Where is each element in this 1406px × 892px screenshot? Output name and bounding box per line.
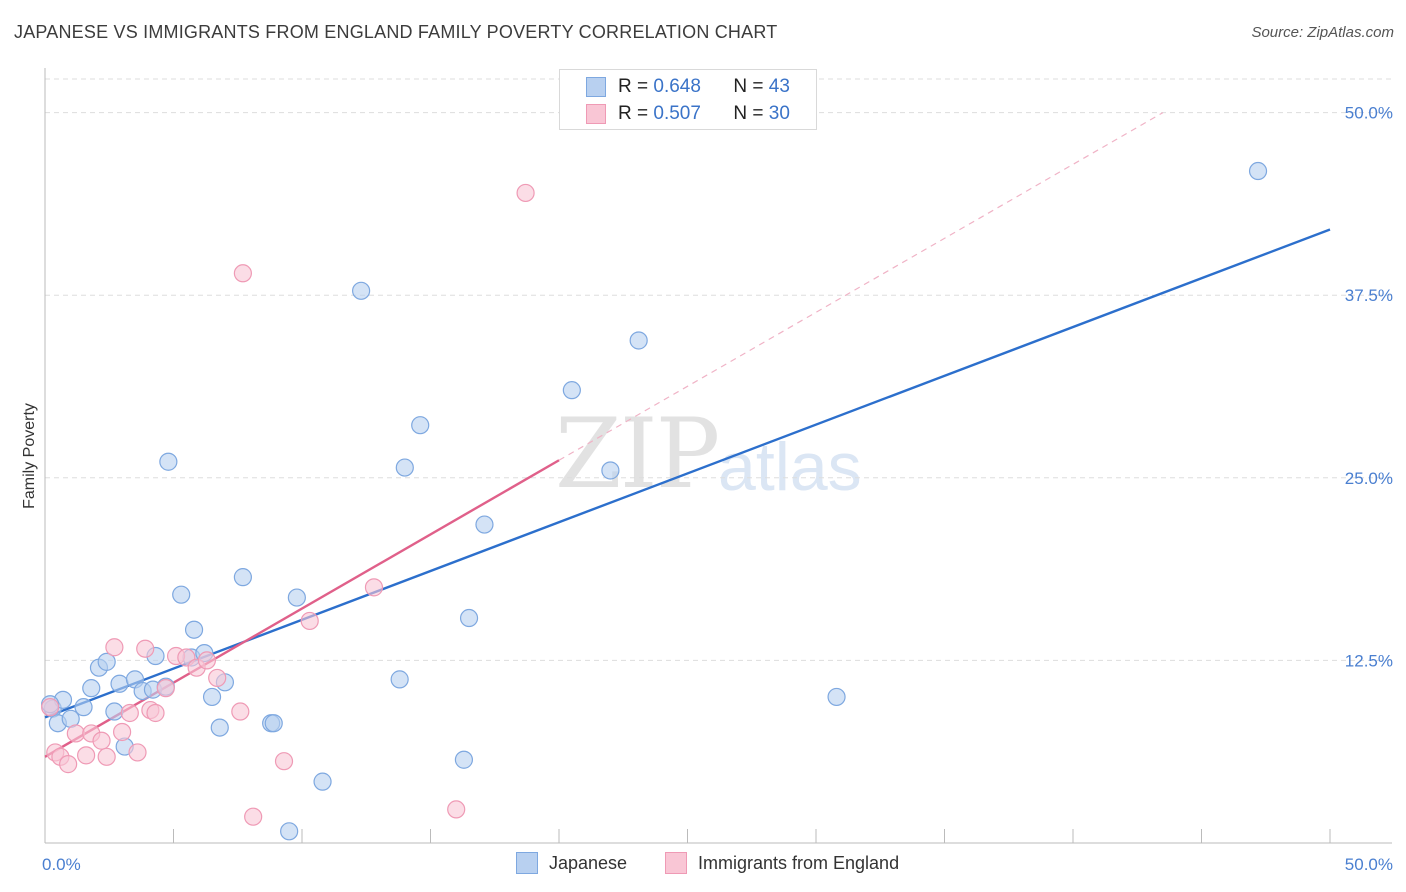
y-axis-label: Family Poverty bbox=[21, 403, 38, 509]
series-legend: Japanese Immigrants from England bbox=[0, 852, 1406, 878]
point-england bbox=[59, 755, 78, 774]
y-tick-label: 12.5% bbox=[1345, 651, 1393, 670]
y-tick-label: 50.0% bbox=[1345, 104, 1393, 123]
x-tick-label: 50.0% bbox=[1345, 855, 1393, 874]
series-legend-japanese: Japanese bbox=[516, 852, 627, 874]
legend-r-label: R = bbox=[618, 103, 654, 124]
legend-r-value: 0.507 bbox=[653, 103, 701, 124]
point-england bbox=[447, 800, 466, 819]
point-japanese bbox=[74, 698, 93, 717]
point-japanese bbox=[459, 608, 479, 628]
point-japanese bbox=[233, 568, 252, 587]
source-label: Source: ZipAtlas.com bbox=[1251, 24, 1394, 41]
point-japanese bbox=[172, 585, 191, 604]
x-tick-label: 0.0% bbox=[42, 855, 81, 874]
point-japanese bbox=[352, 281, 371, 300]
data-points bbox=[41, 161, 1268, 841]
point-england bbox=[197, 651, 217, 670]
series-legend-england: Immigrants from England bbox=[665, 852, 899, 874]
series-label-england: Immigrants from England bbox=[698, 852, 900, 873]
point-japanese bbox=[313, 772, 332, 791]
point-japanese bbox=[105, 702, 124, 721]
point-japanese bbox=[454, 750, 474, 769]
point-england bbox=[105, 638, 124, 657]
point-japanese bbox=[562, 381, 581, 400]
point-england bbox=[66, 724, 85, 743]
point-japanese bbox=[601, 461, 620, 480]
point-japanese bbox=[110, 674, 129, 693]
point-england bbox=[77, 746, 96, 765]
series-swatch-japanese bbox=[516, 852, 538, 874]
point-japanese bbox=[287, 588, 306, 607]
legend-swatch-japanese bbox=[586, 77, 606, 97]
y-tick-label: 37.5% bbox=[1345, 286, 1393, 305]
legend-row-japanese: R = 0.648 N = 43 bbox=[586, 75, 790, 99]
point-japanese bbox=[97, 652, 116, 671]
point-england bbox=[231, 702, 250, 721]
watermark-atlas: atlas bbox=[718, 429, 862, 505]
series-label-japanese: Japanese bbox=[549, 852, 628, 873]
point-japanese bbox=[159, 452, 178, 471]
point-japanese bbox=[390, 670, 409, 689]
legend-n-label: N = bbox=[733, 103, 769, 124]
point-england bbox=[300, 611, 319, 631]
point-england bbox=[274, 752, 294, 771]
axes bbox=[44, 68, 1392, 844]
point-japanese bbox=[475, 515, 494, 534]
point-england bbox=[146, 703, 165, 723]
chart-title: JAPANESE VS IMMIGRANTS FROM ENGLAND FAMI… bbox=[14, 22, 778, 42]
legend-r-label: R = bbox=[618, 76, 654, 97]
legend-r-value: 0.648 bbox=[653, 76, 701, 97]
point-england bbox=[92, 731, 111, 750]
tick-labels: 12.5% 25.0% 37.5% 50.0% 0.0% 50.0% bbox=[42, 104, 1393, 874]
point-england bbox=[208, 668, 227, 688]
point-japanese bbox=[411, 416, 430, 435]
point-japanese bbox=[264, 714, 283, 733]
point-england bbox=[136, 639, 155, 658]
legend-n-label: N = bbox=[733, 76, 769, 97]
series-swatch-england bbox=[665, 852, 687, 874]
legend-n-value: 43 bbox=[768, 76, 790, 97]
legend-row-england: R = 0.507 N = 30 bbox=[586, 102, 790, 126]
point-japanese bbox=[280, 822, 299, 841]
point-england bbox=[156, 679, 175, 698]
legend-swatch-england bbox=[586, 104, 606, 124]
trend-line-japanese bbox=[44, 228, 1331, 719]
point-england bbox=[128, 743, 147, 762]
point-japanese bbox=[827, 687, 846, 707]
point-england bbox=[233, 264, 252, 283]
point-england bbox=[97, 747, 116, 766]
point-japanese bbox=[629, 331, 648, 350]
point-japanese bbox=[184, 620, 204, 639]
point-england bbox=[41, 698, 60, 717]
point-england bbox=[244, 807, 263, 826]
point-england bbox=[516, 183, 535, 203]
point-japanese bbox=[395, 458, 414, 477]
stats-legend: R = 0.648 N = 43 R = 0.507 N = 30 bbox=[559, 69, 817, 130]
point-japanese bbox=[82, 679, 101, 698]
point-japanese bbox=[210, 718, 229, 737]
point-england bbox=[112, 722, 132, 742]
point-england bbox=[120, 703, 139, 723]
legend-n-value: 30 bbox=[768, 103, 790, 124]
point-england bbox=[364, 578, 384, 597]
point-japanese bbox=[202, 687, 222, 707]
point-japanese bbox=[1248, 161, 1268, 181]
y-tick-label: 25.0% bbox=[1345, 469, 1393, 488]
